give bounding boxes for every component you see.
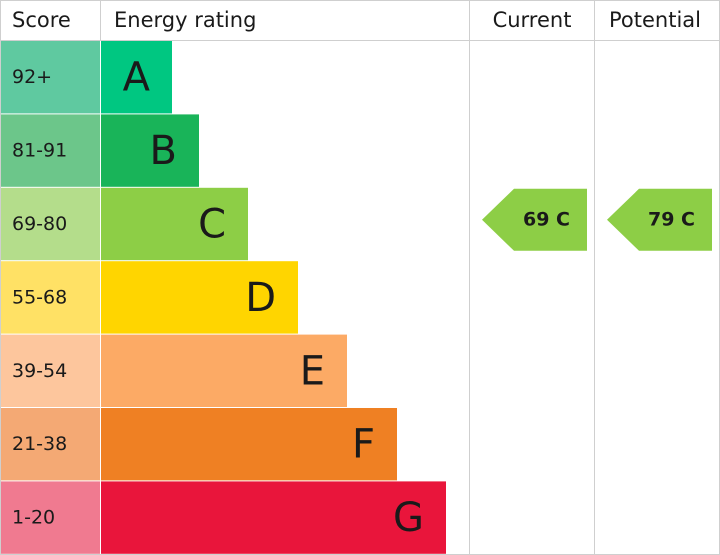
band-letter: F <box>352 422 375 468</box>
rating-bar <box>101 334 347 407</box>
header-potential: Potential <box>609 8 701 32</box>
score-label: 55-68 <box>12 286 67 308</box>
band-letter: D <box>245 275 276 321</box>
score-label: 81-91 <box>12 140 67 162</box>
score-cell <box>1 481 100 554</box>
score-cell <box>1 261 100 334</box>
band-letter: B <box>150 128 177 174</box>
band-letter: A <box>123 55 151 101</box>
current-label: 69 C <box>523 208 570 230</box>
score-label: 69-80 <box>12 213 67 235</box>
band-letter: G <box>393 495 424 541</box>
score-label: 21-38 <box>12 433 67 455</box>
current-arrow <box>482 188 587 251</box>
rating-bar <box>101 261 298 334</box>
band-letter: E <box>300 348 325 394</box>
score-label: 1-20 <box>12 507 55 529</box>
rating-bar <box>101 481 446 554</box>
score-cell <box>1 408 100 481</box>
rating-bar <box>101 408 397 481</box>
potential-label: 79 C <box>648 208 695 230</box>
potential-arrow <box>607 188 712 251</box>
score-cell <box>1 114 100 187</box>
score-label: 39-54 <box>12 360 67 382</box>
score-cell <box>1 41 100 114</box>
rating-bar <box>101 114 199 187</box>
header-rating: Energy rating <box>114 8 256 32</box>
score-cell <box>1 334 100 407</box>
rating-bar <box>101 41 172 114</box>
score-label: 92+ <box>12 66 52 88</box>
rating-bar <box>101 187 248 261</box>
header-score: Score <box>12 8 71 32</box>
band-letter: C <box>198 202 226 248</box>
header-current: Current <box>493 8 572 32</box>
score-cell <box>1 187 100 261</box>
